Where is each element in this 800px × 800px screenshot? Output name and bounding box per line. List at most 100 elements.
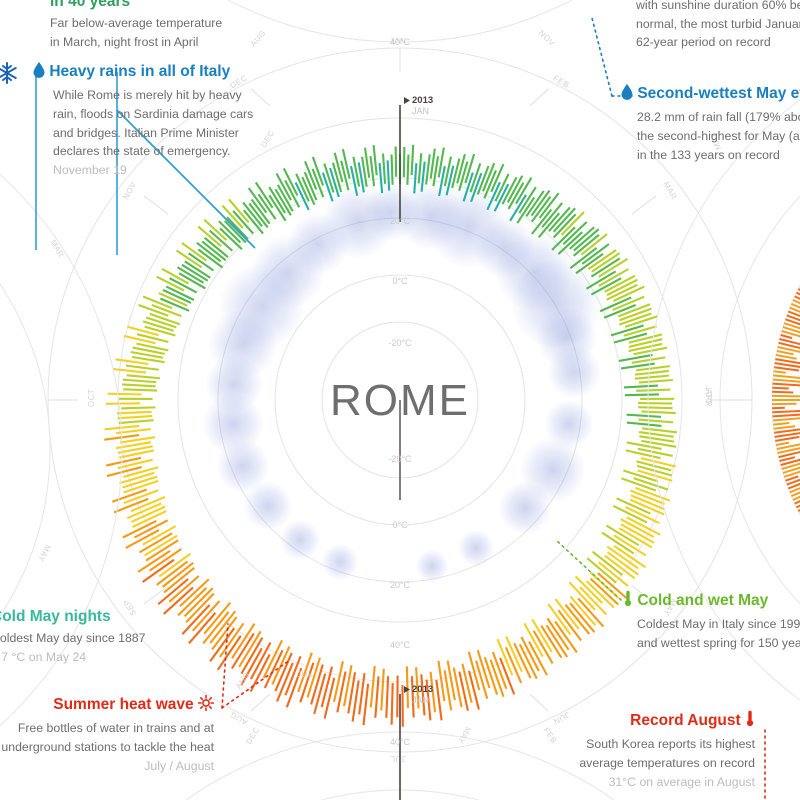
temperature-bar	[569, 226, 595, 250]
temperature-bar	[518, 186, 537, 214]
annotation-summer-heat-wave: Summer heat wave Free bottles of water i…	[0, 694, 215, 775]
temperature-bar	[163, 567, 195, 594]
temperature-bar	[564, 604, 591, 635]
temperature-bar	[574, 575, 604, 604]
temperature-bar	[248, 202, 269, 229]
temperature-bar	[249, 653, 271, 692]
temperature-bar	[127, 325, 159, 337]
temperature-bar	[429, 671, 437, 713]
temperature-bar	[209, 229, 234, 252]
temperature-bar	[295, 173, 310, 202]
temperature-bar	[531, 618, 553, 653]
chart-month-ticks	[48, 48, 752, 752]
temperature-bar	[311, 156, 325, 186]
temperature-bar	[772, 386, 789, 390]
temperature-bar	[452, 667, 463, 708]
temperature-bar	[792, 299, 800, 305]
temperature-bar	[496, 638, 514, 676]
annotation-frost-spring: in 40 years Far below-average temperatur…	[50, 0, 280, 52]
temperature-bar	[461, 663, 473, 703]
temperature-bar	[476, 165, 490, 195]
annotation-record-august-title: Record August	[575, 710, 755, 732]
annotation-cold-may-nights-title: Cold May nights	[0, 608, 111, 625]
temperature-bar	[329, 167, 340, 198]
temperature-bar	[774, 432, 800, 438]
temperature-bar	[242, 201, 263, 227]
temperature-bar	[117, 445, 153, 454]
temperature-bar	[211, 616, 238, 651]
temperature-bar	[458, 161, 469, 192]
temperature-bar	[523, 622, 544, 658]
temperature-bar	[340, 160, 350, 191]
temperature-bar	[641, 410, 676, 415]
temperature-bar	[445, 165, 455, 196]
temperature-bar	[603, 304, 637, 319]
temperature-bar	[420, 161, 426, 192]
temperature-bar	[394, 146, 398, 177]
temperature-bar	[634, 369, 669, 376]
temperature-bar	[494, 173, 510, 202]
temperature-bar	[515, 177, 533, 205]
temperature-bar	[641, 439, 677, 448]
temperature-bar	[624, 393, 659, 397]
temperature-bar	[347, 672, 357, 714]
temperature-bar	[787, 482, 800, 490]
temperature-bar	[789, 487, 800, 494]
temperature-bar	[119, 449, 155, 459]
temperature-bar	[125, 529, 160, 549]
temperature-bar	[773, 422, 790, 426]
temperature-bar	[321, 172, 334, 202]
temperature-bar	[635, 486, 671, 502]
month-label-jul: JUL	[390, 754, 406, 763]
temperature-bar	[604, 274, 636, 293]
temperature-bar	[274, 188, 292, 216]
temperature-bar	[115, 358, 149, 366]
temperature-bar	[557, 231, 583, 255]
temperature-bar	[357, 162, 365, 193]
leader-heat-wave-a	[221, 659, 291, 709]
temperature-bar	[621, 477, 657, 492]
temperature-bar	[188, 612, 217, 645]
temperature-bar	[437, 147, 445, 178]
temperature-bar	[613, 545, 646, 569]
temperature-bar	[631, 356, 666, 364]
water-drop-icon	[621, 84, 633, 105]
temperature-bar	[331, 162, 343, 193]
temperature-bar	[634, 374, 669, 380]
temperature-bar	[216, 635, 242, 671]
temperature-bar	[780, 458, 800, 466]
annotation-turbid-january: with sunshine duration 60% belo normal, …	[636, 0, 800, 52]
temperature-bar	[507, 182, 525, 210]
temperature-bar	[467, 651, 481, 691]
temperature-bar	[369, 665, 376, 708]
month-label-apr: APR	[704, 389, 713, 407]
annotation-summer-heat-wave-title: Summer heat wave	[0, 694, 215, 716]
temperature-bar	[530, 196, 552, 223]
temperature-bar	[528, 641, 548, 676]
temperature-bar	[504, 646, 523, 684]
temperature-bar	[552, 207, 576, 233]
temperature-bar	[104, 424, 140, 431]
temperature-bar	[610, 324, 644, 337]
temperature-bar	[126, 374, 161, 380]
temperature-bar	[785, 475, 799, 482]
temperature-bar	[228, 198, 250, 224]
thermometer-hot-icon	[745, 710, 755, 732]
temperature-bar	[509, 194, 527, 222]
temperature-bar	[299, 662, 315, 703]
annotation-heavy-rains-title: Heavy rains in all of Italy	[33, 62, 283, 83]
temperature-bar	[218, 220, 242, 244]
temperature-bar	[162, 562, 194, 588]
temperature-bar	[151, 303, 182, 318]
temperature-bar	[276, 662, 294, 702]
temperature-bar	[606, 283, 638, 301]
temperature-bar	[380, 668, 385, 711]
temperature-bar	[580, 233, 608, 256]
temperature-bar	[775, 435, 800, 442]
temperature-bar	[540, 625, 563, 659]
temperature-bar	[476, 649, 491, 689]
temperature-bar	[183, 587, 214, 618]
temperature-bar	[638, 418, 674, 424]
temperature-bar	[468, 670, 480, 710]
temperature-bar	[262, 639, 283, 679]
